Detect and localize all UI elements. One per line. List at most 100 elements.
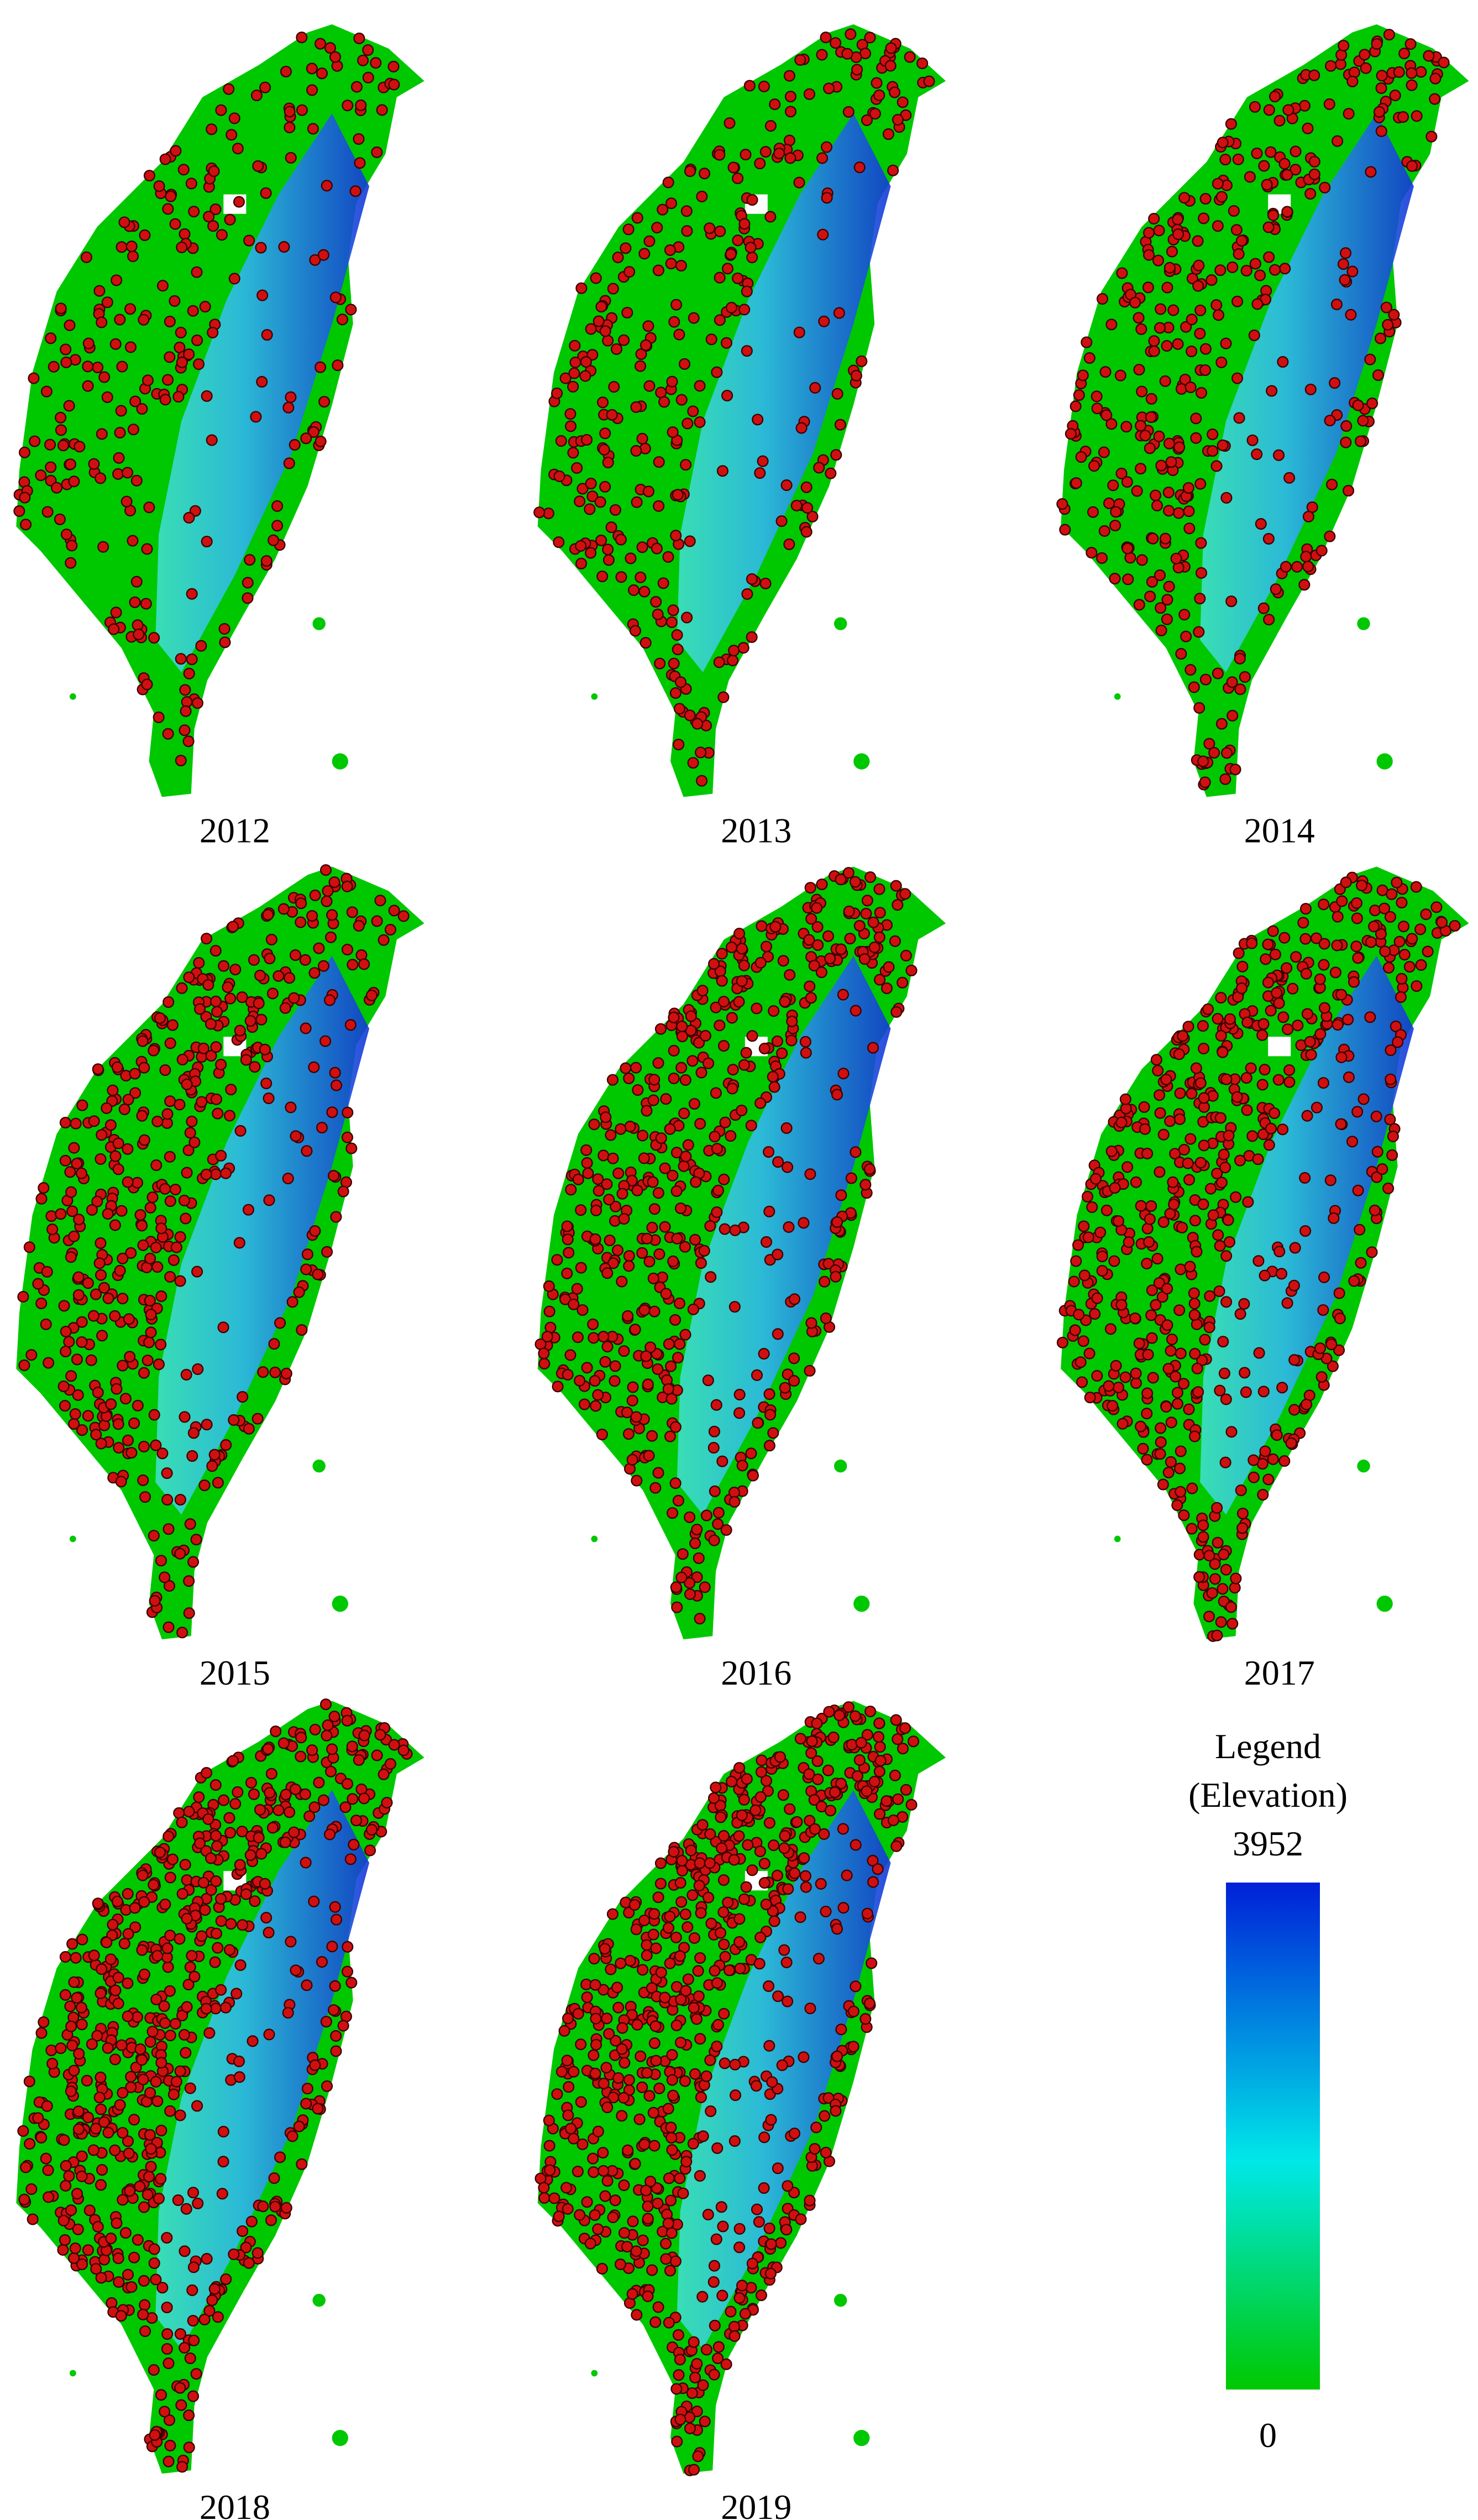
event-dot (1352, 399, 1364, 411)
event-dot (1083, 352, 1096, 364)
event-dot (1161, 613, 1173, 625)
event-dot (1152, 254, 1165, 266)
event-dot (1144, 590, 1156, 603)
event-dot (272, 970, 285, 982)
event-dot (83, 2204, 96, 2216)
event-dot (610, 1200, 622, 1212)
event-dot (1391, 876, 1403, 888)
event-dot (789, 1867, 801, 1879)
event-dot (1175, 1486, 1187, 1498)
event-dot (1375, 125, 1387, 137)
event-dot (219, 2001, 232, 2014)
event-dot (670, 2383, 683, 2395)
event-dot (830, 1271, 842, 1283)
event-dot (285, 151, 297, 164)
event-dot (747, 1470, 759, 1482)
event-dot (575, 557, 588, 569)
event-dot (873, 1717, 885, 1729)
event-dot (764, 211, 777, 223)
event-dot (733, 2241, 746, 2254)
event-dot (1219, 773, 1231, 785)
event-dot (660, 1288, 672, 1300)
event-dot (831, 1923, 843, 1935)
event-dot (1215, 992, 1227, 1004)
event-dot (674, 2354, 686, 2366)
event-dot (1115, 467, 1128, 479)
event-dot (1338, 40, 1350, 52)
event-dot (209, 203, 222, 216)
event-dot (621, 306, 633, 319)
event-dot (130, 474, 143, 487)
event-dot (1324, 1174, 1337, 1186)
event-dot (163, 1830, 175, 1842)
no-data-patch (1268, 1037, 1291, 1057)
event-dot (341, 944, 354, 956)
event-dot (831, 1089, 843, 1101)
event-dot (65, 557, 77, 569)
event-dot (269, 2200, 281, 2213)
event-dot (668, 1072, 680, 1085)
event-dot (124, 303, 137, 315)
event-dot (87, 1310, 99, 1322)
event-dot (342, 1106, 354, 1118)
event-dot (139, 229, 151, 241)
event-dot (141, 374, 154, 386)
event-dot (677, 2187, 689, 2199)
event-dot (110, 607, 122, 619)
event-dot (72, 2223, 84, 2235)
event-dot (397, 1744, 410, 1756)
event-dot (284, 1806, 296, 1818)
event-dot (1194, 1077, 1207, 1089)
event-dot (733, 1913, 746, 1925)
event-dot (1352, 1184, 1364, 1196)
event-dot (315, 435, 327, 447)
event-dot (851, 1770, 863, 1782)
event-dot (599, 427, 611, 440)
event-dot (1091, 390, 1103, 402)
event-dot (66, 1205, 78, 1217)
event-dot (580, 356, 592, 368)
event-dot (776, 1047, 788, 1059)
event-dot (279, 1836, 291, 1848)
event-dot (1334, 1313, 1346, 1325)
event-dot (1172, 213, 1184, 226)
event-dot (58, 1300, 70, 1312)
event-dot (1411, 980, 1423, 992)
event-dot (59, 1400, 71, 1412)
event-dot (181, 1078, 193, 1090)
event-dot (834, 1709, 846, 1722)
event-dot (568, 1298, 580, 1310)
event-dot (279, 1002, 291, 1014)
event-dot (543, 1305, 555, 1317)
event-dot (124, 1351, 136, 1363)
event-dot (1429, 93, 1441, 105)
event-dot (1438, 56, 1450, 69)
event-dot (811, 1755, 824, 1768)
event-dot (346, 1740, 358, 1753)
event-dot (284, 122, 296, 134)
event-dot (654, 657, 666, 670)
event-dot (1289, 1242, 1301, 1254)
event-dot (654, 1857, 667, 1869)
event-dot (699, 1029, 711, 1042)
event-dot (779, 1382, 791, 1394)
event-dot (618, 2179, 630, 2192)
event-dot (224, 992, 237, 1005)
event-dot (1348, 976, 1360, 988)
event-dot (163, 1580, 176, 1592)
event-dot (601, 1341, 614, 1353)
event-dot (183, 1575, 195, 1587)
event-dot (1159, 532, 1171, 545)
event-dot (1192, 1386, 1204, 1398)
event-dot (1277, 1011, 1290, 1023)
event-dot (1159, 375, 1171, 387)
event-dot (1272, 449, 1285, 461)
event-dot (768, 1081, 780, 1093)
event-dot (571, 1283, 583, 1295)
event-dot (843, 905, 855, 917)
event-dot (841, 1869, 853, 1881)
event-dot (1390, 1020, 1402, 1032)
event-dot (669, 687, 682, 699)
event-dot (784, 969, 796, 981)
event-dot (96, 1963, 108, 1975)
